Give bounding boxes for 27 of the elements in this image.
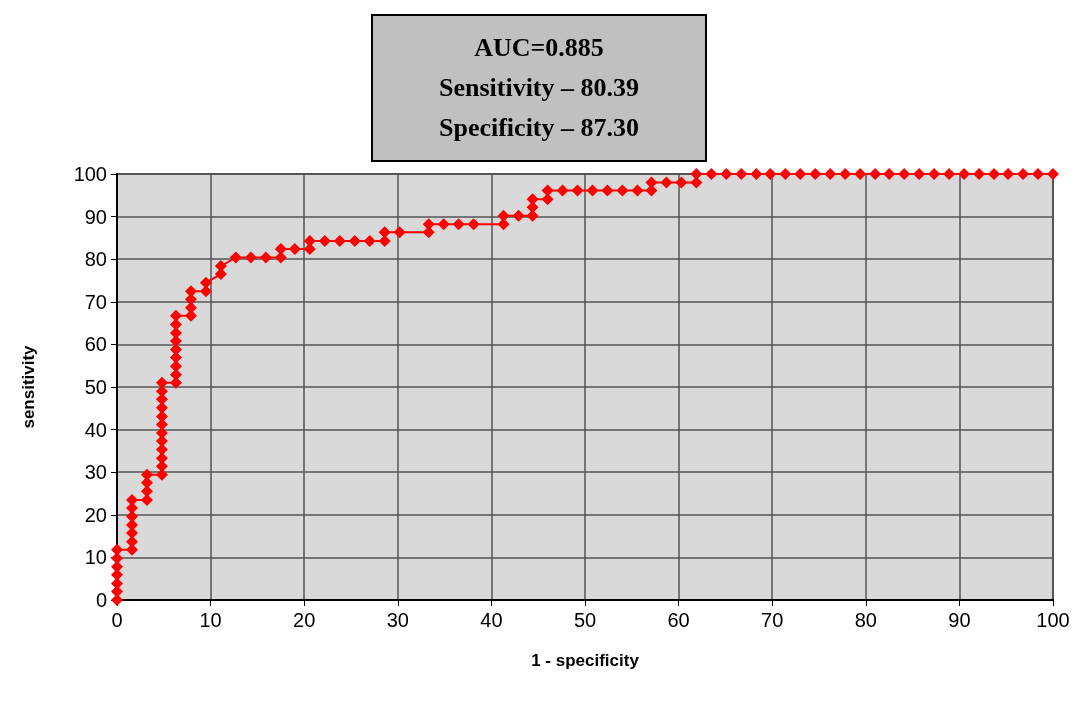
x-tick-label: 60 [667, 609, 690, 631]
y-tick-label: 50 [84, 376, 107, 398]
y-tick-label: 100 [73, 163, 107, 185]
y-tick-label: 30 [84, 461, 107, 484]
y-tick-label: 80 [84, 248, 107, 271]
y-tick-label: 0 [95, 589, 107, 611]
x-tick-label: 40 [480, 609, 503, 631]
y-tick-label: 40 [84, 418, 107, 441]
x-tick-label: 70 [761, 609, 784, 631]
x-axis-title: 1 - specificity [531, 651, 640, 670]
y-tick-label: 20 [84, 503, 107, 526]
x-tick-label: 0 [111, 609, 123, 631]
text: Specificity – 87.30 [438, 112, 640, 142]
x-tick-label: 30 [386, 609, 409, 631]
x-tick-label: 80 [854, 609, 877, 631]
text: AUC=0.885 [474, 32, 604, 62]
x-tick-label: 100 [1036, 609, 1070, 631]
y-tick-label: 90 [84, 205, 107, 228]
text: Sensitivity – 80.39 [438, 72, 640, 102]
y-axis-title: sensitivity [19, 344, 38, 429]
y-tick-label: 70 [84, 290, 107, 313]
y-tick-label: 60 [84, 333, 107, 356]
x-tick-label: 20 [293, 609, 316, 631]
x-tick-label: 90 [948, 609, 971, 631]
y-tick-label: 10 [84, 546, 107, 569]
x-tick-label: 10 [199, 609, 222, 631]
x-tick-label: 50 [573, 609, 597, 631]
